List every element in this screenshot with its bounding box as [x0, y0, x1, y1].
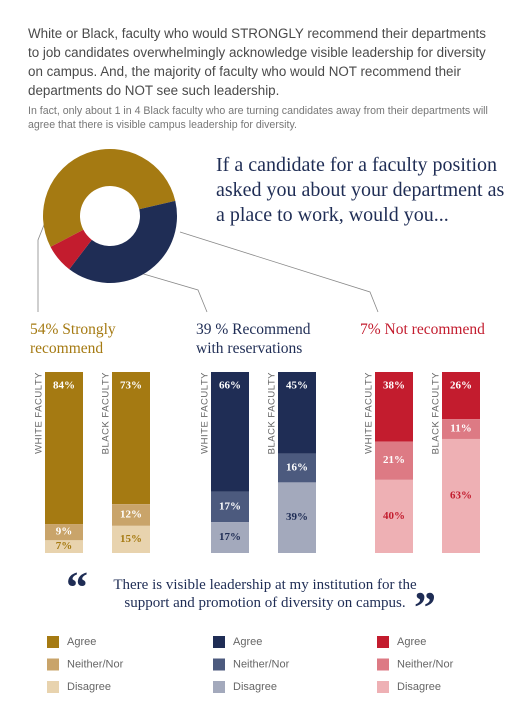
group-title: 7% Not recommend: [360, 321, 485, 338]
value-label: 45%: [286, 380, 308, 392]
bar-segment: [278, 453, 316, 483]
value-label: 16%: [286, 461, 308, 473]
legend-label: Agree: [397, 636, 426, 648]
bar-category: BLACK FACULTY: [431, 372, 442, 455]
bar-segment: [211, 522, 249, 553]
legend-label: Disagree: [397, 681, 441, 693]
value-label: 9%: [56, 526, 73, 538]
bar-segment: [45, 524, 83, 541]
bar-category: BLACK FACULTY: [267, 372, 278, 455]
bar-segment: [45, 372, 83, 525]
bar-segment: [442, 419, 480, 439]
value-label: 11%: [450, 423, 471, 435]
bar-segment: [211, 491, 249, 523]
legend-swatch: [47, 636, 59, 648]
bar-segment: [375, 441, 413, 480]
connector: [179, 231, 379, 313]
legend-label: Disagree: [67, 681, 111, 693]
value-label: 7%: [56, 540, 73, 552]
bar-segment: [112, 525, 150, 553]
legend-swatch: [213, 636, 225, 648]
legend-label: Neither/Nor: [397, 658, 454, 670]
value-label: 63%: [450, 490, 472, 502]
pie-slice: [50, 229, 92, 270]
note-text: In fact, only about 1 in 4 Black faculty…: [28, 105, 488, 131]
group-title: 39 % Recommend with reservations: [196, 321, 311, 357]
legend-label: Disagree: [233, 681, 277, 693]
bar-category: WHITE FACULTY: [34, 372, 45, 454]
value-label: 17%: [219, 500, 241, 512]
bar-segment: [112, 372, 150, 505]
legend-label: Agree: [233, 636, 262, 648]
bar-category: WHITE FACULTY: [200, 372, 211, 454]
group-title: 54% Strongly recommend: [30, 321, 116, 357]
value-label: 21%: [383, 454, 405, 466]
bar-segment: [442, 438, 480, 553]
legend-swatch: [377, 658, 389, 671]
legend-label: Agree: [67, 636, 96, 648]
bar-segment: [442, 372, 480, 420]
legend-label: Neither/Nor: [233, 658, 290, 670]
legend-swatch: [377, 681, 389, 693]
bar-segment: [278, 482, 316, 553]
legend-swatch: [377, 636, 389, 648]
legend-swatch: [47, 658, 59, 671]
value-label: 66%: [219, 380, 241, 392]
legend-label: Neither/Nor: [67, 658, 124, 670]
pie-slice: [43, 149, 176, 247]
legend-swatch: [213, 658, 225, 671]
value-label: 73%: [120, 380, 142, 392]
bar-segment: [278, 372, 316, 454]
bar-segment: [375, 372, 413, 442]
value-label: 12%: [120, 509, 142, 521]
legend-swatch: [47, 681, 59, 693]
quote-mark: “: [66, 563, 88, 612]
quote-mark: ”: [414, 583, 436, 632]
value-label: 40%: [383, 510, 405, 522]
value-label: 39%: [286, 511, 308, 523]
value-label: 26%: [450, 380, 472, 392]
value-label: 15%: [120, 533, 142, 545]
bar-segment: [375, 479, 413, 553]
connector: [129, 269, 208, 313]
quote: There is visible leadership at my instit…: [113, 577, 417, 611]
bar-segment: [112, 504, 150, 526]
pie-slice: [69, 200, 177, 283]
bar-segment: [45, 540, 83, 553]
value-label: 38%: [383, 380, 405, 392]
intro-text: White or Black, faculty who would STRONG…: [28, 26, 486, 98]
bar-segment: [211, 372, 249, 492]
question: If a candidate for a faculty position as…: [216, 154, 505, 226]
bar-category: WHITE FACULTY: [364, 372, 375, 454]
value-label: 17%: [219, 531, 241, 543]
value-label: 84%: [53, 380, 75, 392]
bar-category: BLACK FACULTY: [101, 372, 112, 455]
legend-swatch: [213, 681, 225, 693]
